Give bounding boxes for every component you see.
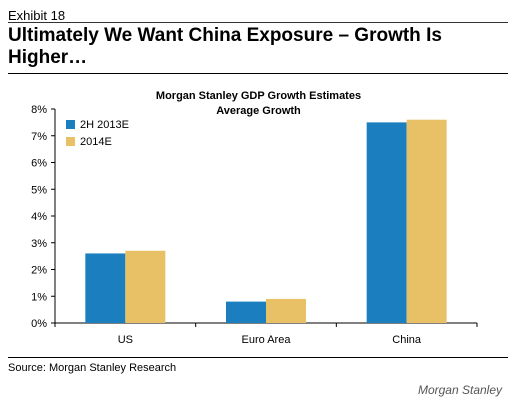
y-tick-label: 4% bbox=[31, 211, 47, 223]
exhibit-label: Exhibit 18 bbox=[8, 8, 66, 23]
chart-title-line1: Morgan Stanley GDP Growth Estimates bbox=[155, 90, 362, 102]
bar-euro-area-0 bbox=[226, 301, 266, 323]
bar-euro-area-1 bbox=[266, 298, 306, 323]
y-tick-label: 6% bbox=[31, 158, 47, 170]
bar-china-1 bbox=[406, 119, 447, 323]
legend-swatch bbox=[66, 120, 75, 129]
header-rule bbox=[8, 73, 508, 74]
legend: 2H 2013E 2014E bbox=[66, 119, 129, 148]
x-tick-label: US bbox=[118, 334, 133, 346]
x-tick-label: Euro Area bbox=[242, 334, 292, 346]
x-tick-label: China bbox=[392, 334, 422, 346]
bar-us-0 bbox=[85, 253, 126, 323]
top-rule bbox=[8, 22, 508, 23]
y-tick-label: 1% bbox=[31, 291, 47, 303]
y-tick-label: 7% bbox=[31, 131, 47, 143]
legend-label: 2H 2013E bbox=[80, 119, 129, 131]
y-tick-label: 0% bbox=[31, 318, 47, 330]
x-axis: US Euro Area China bbox=[54, 323, 478, 346]
chart-title-line2: Average Growth bbox=[216, 105, 301, 117]
y-tick-label: 5% bbox=[31, 184, 47, 196]
source-note: Source: Morgan Stanley Research bbox=[8, 362, 177, 374]
chart-title: Morgan Stanley GDP Growth Estimates Aver… bbox=[0, 89, 517, 119]
headline: Ultimately We Want China Exposure – Grow… bbox=[8, 25, 442, 68]
bar-china-0 bbox=[366, 122, 407, 323]
bar-us-1 bbox=[125, 250, 166, 323]
brand-logo: Morgan Stanley bbox=[417, 383, 502, 397]
legend-swatch bbox=[66, 137, 75, 146]
y-axis: 0% 1% 2% 3% 4% 5% 6% 7% 8% bbox=[31, 104, 477, 330]
legend-label: 2014E bbox=[80, 136, 112, 148]
y-tick-label: 2% bbox=[31, 265, 47, 277]
y-tick-label: 8% bbox=[31, 104, 47, 116]
y-tick-label: 3% bbox=[31, 238, 47, 250]
footer-rule bbox=[8, 357, 508, 358]
bars-group bbox=[85, 119, 447, 323]
